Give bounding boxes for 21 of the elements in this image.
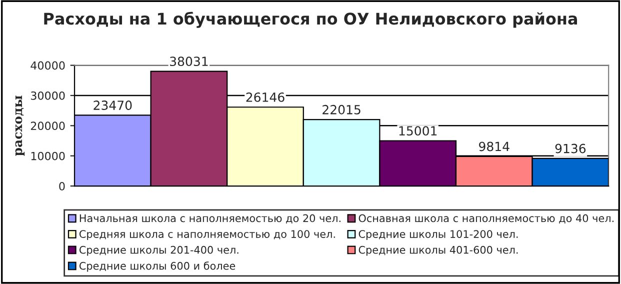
y-tick-label: 20000 [30, 122, 65, 130]
y-tick-label: 40000 [30, 61, 65, 70]
chart-title: Расходы на 1 обучающегося по ОУ Нелидовского района [44, 12, 577, 28]
legend-label: Средние школы 201-400 чел. [79, 246, 238, 256]
data-label: 23470 [94, 100, 132, 110]
legend-label: Оснавная школа с наполняемостью до 40 чел. [358, 214, 614, 224]
data-label: 38031 [170, 56, 208, 66]
y-tick-label: 10000 [31, 152, 65, 160]
legend-label: Средняя школа с наполняемостью до 100 чел. [79, 230, 335, 240]
data-label: 22015 [322, 104, 360, 114]
y-tick-label: 0 [59, 182, 65, 190]
legend-label: Средние школы 101-200 чел. [358, 230, 518, 240]
data-label: 9814 [479, 142, 510, 152]
legend-label: Средние школы 401-600 чел. [358, 246, 518, 256]
legend-label: Средние школы 600 и более [79, 262, 236, 272]
data-label: 9136 [555, 144, 586, 154]
y-axis-title: расходы [15, 96, 25, 156]
data-label: 26146 [246, 92, 284, 102]
y-tick-label: 30000 [30, 91, 65, 100]
data-label: 15001 [399, 126, 437, 136]
legend-label: Начальная школа с наполняемостью до 20 чел. [80, 214, 340, 224]
